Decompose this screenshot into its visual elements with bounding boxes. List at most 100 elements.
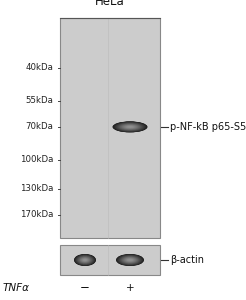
Text: 130kDa: 130kDa xyxy=(20,184,53,193)
Ellipse shape xyxy=(115,122,145,132)
Ellipse shape xyxy=(74,254,96,266)
Ellipse shape xyxy=(122,256,138,263)
Ellipse shape xyxy=(84,259,86,261)
Ellipse shape xyxy=(122,256,138,264)
Ellipse shape xyxy=(123,257,137,263)
Ellipse shape xyxy=(124,125,136,129)
Ellipse shape xyxy=(76,255,94,265)
Ellipse shape xyxy=(121,124,139,130)
Text: β-actin: β-actin xyxy=(170,255,204,265)
Ellipse shape xyxy=(125,258,135,262)
Ellipse shape xyxy=(116,122,144,131)
Ellipse shape xyxy=(83,259,87,261)
Ellipse shape xyxy=(124,257,136,263)
Ellipse shape xyxy=(84,260,86,261)
Ellipse shape xyxy=(79,256,91,263)
Ellipse shape xyxy=(120,124,140,130)
Ellipse shape xyxy=(128,126,132,128)
Ellipse shape xyxy=(114,122,146,132)
Ellipse shape xyxy=(127,126,133,128)
Ellipse shape xyxy=(80,257,90,263)
Ellipse shape xyxy=(114,122,146,132)
Ellipse shape xyxy=(120,256,140,264)
Ellipse shape xyxy=(122,124,138,129)
Ellipse shape xyxy=(77,256,93,265)
Ellipse shape xyxy=(120,124,140,130)
Ellipse shape xyxy=(82,259,88,261)
Ellipse shape xyxy=(79,257,91,263)
Ellipse shape xyxy=(119,255,141,265)
Ellipse shape xyxy=(124,257,136,262)
Ellipse shape xyxy=(127,126,133,128)
Ellipse shape xyxy=(128,259,132,261)
Ellipse shape xyxy=(80,257,90,263)
Ellipse shape xyxy=(117,123,143,131)
Ellipse shape xyxy=(121,256,139,264)
Ellipse shape xyxy=(127,259,133,261)
Ellipse shape xyxy=(127,259,132,261)
Text: 100kDa: 100kDa xyxy=(20,155,53,164)
Bar xyxy=(60,245,160,275)
Ellipse shape xyxy=(81,258,89,262)
Ellipse shape xyxy=(81,258,89,262)
Ellipse shape xyxy=(78,256,92,264)
Ellipse shape xyxy=(113,122,147,132)
Ellipse shape xyxy=(118,123,142,131)
Ellipse shape xyxy=(124,258,136,262)
Ellipse shape xyxy=(123,257,137,263)
Ellipse shape xyxy=(77,256,92,264)
Ellipse shape xyxy=(128,126,132,128)
Ellipse shape xyxy=(117,123,143,131)
Ellipse shape xyxy=(120,256,140,264)
Ellipse shape xyxy=(123,125,137,129)
Text: 55kDa: 55kDa xyxy=(25,96,53,105)
Ellipse shape xyxy=(125,258,135,262)
Text: 40kDa: 40kDa xyxy=(25,63,53,72)
Ellipse shape xyxy=(81,258,89,262)
Ellipse shape xyxy=(79,257,91,263)
Text: +: + xyxy=(126,283,134,293)
Ellipse shape xyxy=(121,256,139,264)
Ellipse shape xyxy=(112,122,148,132)
Ellipse shape xyxy=(116,122,144,131)
Ellipse shape xyxy=(126,259,134,262)
Ellipse shape xyxy=(77,255,93,265)
Ellipse shape xyxy=(74,254,96,266)
Ellipse shape xyxy=(76,255,94,265)
Text: 70kDa: 70kDa xyxy=(25,122,53,131)
Ellipse shape xyxy=(82,258,88,262)
Ellipse shape xyxy=(119,255,141,265)
Ellipse shape xyxy=(116,254,144,266)
Ellipse shape xyxy=(75,255,95,266)
Ellipse shape xyxy=(128,259,132,261)
Ellipse shape xyxy=(126,258,134,262)
Ellipse shape xyxy=(129,260,131,261)
Ellipse shape xyxy=(76,255,94,265)
Ellipse shape xyxy=(79,257,91,263)
Ellipse shape xyxy=(116,123,144,131)
Ellipse shape xyxy=(83,259,87,261)
Ellipse shape xyxy=(77,256,93,264)
Ellipse shape xyxy=(118,255,142,265)
Ellipse shape xyxy=(121,256,139,264)
Ellipse shape xyxy=(126,126,134,128)
Ellipse shape xyxy=(120,124,140,130)
Ellipse shape xyxy=(121,124,139,130)
Ellipse shape xyxy=(124,125,136,129)
Ellipse shape xyxy=(125,125,135,128)
Ellipse shape xyxy=(77,256,93,264)
Ellipse shape xyxy=(117,254,143,266)
Ellipse shape xyxy=(123,125,137,129)
Text: p-NF-kB p65-S536: p-NF-kB p65-S536 xyxy=(170,122,246,132)
Ellipse shape xyxy=(126,258,134,262)
Ellipse shape xyxy=(123,124,138,129)
Ellipse shape xyxy=(120,256,140,265)
Ellipse shape xyxy=(117,255,143,266)
Ellipse shape xyxy=(81,258,89,262)
Ellipse shape xyxy=(119,123,141,130)
Text: TNFα: TNFα xyxy=(3,283,30,293)
Ellipse shape xyxy=(115,122,145,132)
Ellipse shape xyxy=(78,256,92,264)
Ellipse shape xyxy=(75,254,95,266)
Ellipse shape xyxy=(78,256,92,264)
